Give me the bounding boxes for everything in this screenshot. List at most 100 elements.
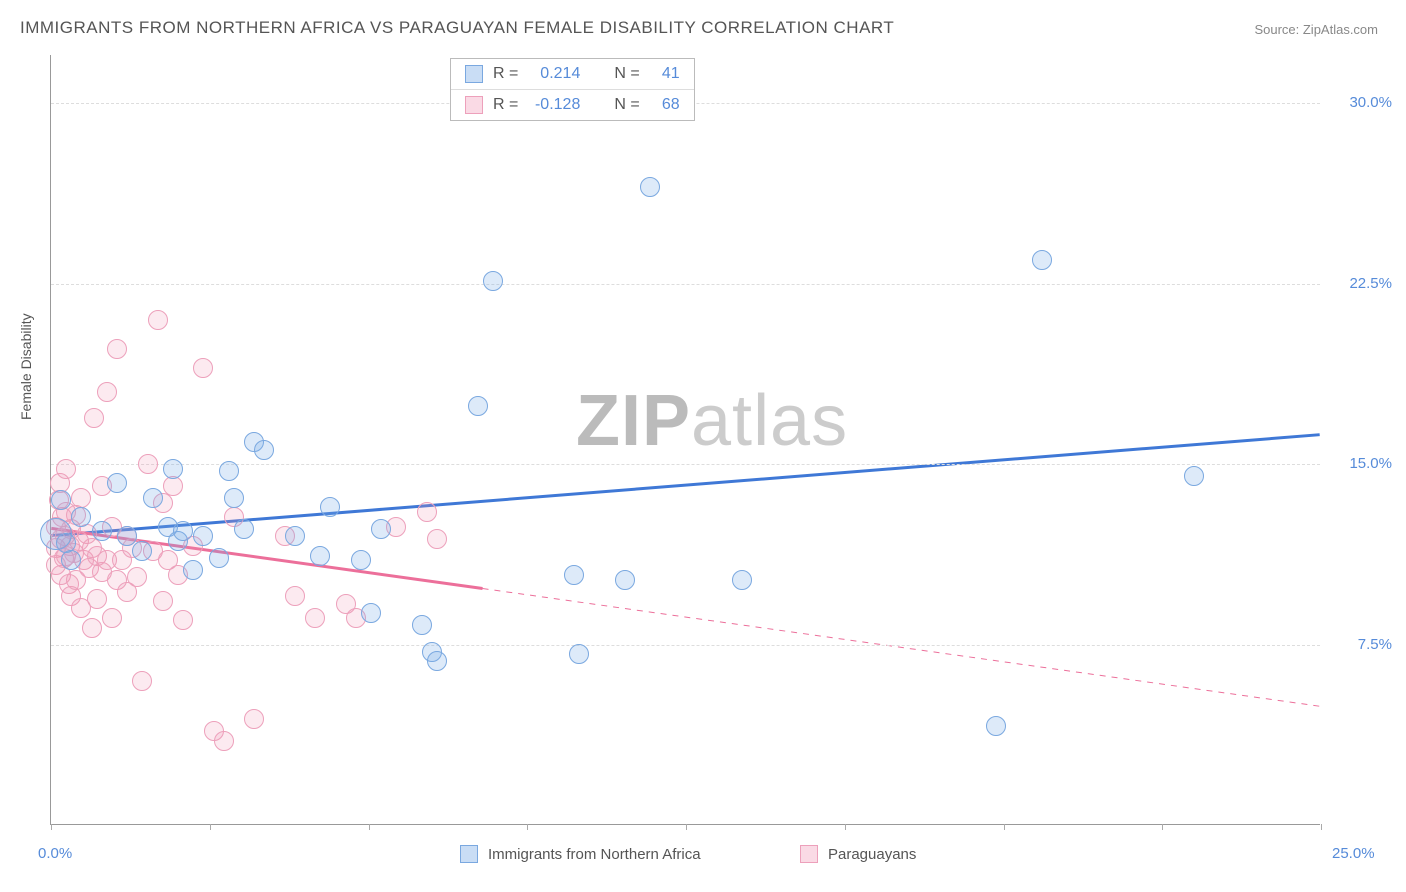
scatter-point-blue (310, 546, 330, 566)
source-name: ZipAtlas.com (1303, 22, 1378, 37)
scatter-point-blue (163, 459, 183, 479)
y-tick-label: 7.5% (1332, 636, 1392, 653)
trend-lines-svg (51, 55, 1320, 824)
x-tick-mark (369, 824, 370, 830)
scatter-point-pink (71, 488, 91, 508)
watermark: ZIPatlas (576, 380, 848, 462)
scatter-point-blue (224, 488, 244, 508)
scatter-point-blue (564, 565, 584, 585)
r-value-blue: 0.214 (528, 62, 580, 86)
x-tick-mark (527, 824, 528, 830)
r-label: R = (493, 62, 518, 86)
stats-row-blue: R = 0.214 N = 41 (451, 59, 694, 89)
x-tick-mark (1321, 824, 1322, 830)
scatter-point-pink (148, 310, 168, 330)
scatter-point-pink (97, 382, 117, 402)
scatter-point-pink (82, 618, 102, 638)
x-tick-right: 25.0% (1332, 845, 1375, 862)
scatter-point-blue (254, 440, 274, 460)
chart-title: IMMIGRANTS FROM NORTHERN AFRICA VS PARAG… (20, 18, 894, 38)
scatter-point-blue (51, 490, 71, 510)
scatter-point-blue (183, 560, 203, 580)
x-tick-mark (686, 824, 687, 830)
x-tick-left: 0.0% (38, 845, 72, 862)
chart-source: Source: ZipAtlas.com (1254, 22, 1378, 37)
scatter-point-blue (468, 396, 488, 416)
scatter-point-pink (427, 529, 447, 549)
scatter-point-blue (320, 497, 340, 517)
scatter-point-pink (244, 709, 264, 729)
scatter-point-blue (1184, 466, 1204, 486)
scatter-point-blue (371, 519, 391, 539)
y-tick-label: 30.0% (1332, 94, 1392, 111)
correlation-stats-box: R = 0.214 N = 41 R = -0.128 N = 68 (450, 58, 695, 121)
scatter-point-blue (483, 271, 503, 291)
scatter-point-blue (986, 716, 1006, 736)
watermark-bold: ZIP (576, 381, 691, 461)
trend-line (483, 588, 1320, 706)
n-value-pink: 68 (650, 93, 680, 117)
scatter-point-blue (1032, 250, 1052, 270)
hgrid-line (51, 645, 1320, 646)
scatter-point-blue (361, 603, 381, 623)
scatter-point-blue (615, 570, 635, 590)
scatter-point-pink (305, 608, 325, 628)
y-axis-label: Female Disability (18, 313, 34, 420)
scatter-point-pink (102, 608, 122, 628)
x-tick-mark (210, 824, 211, 830)
scatter-point-blue (92, 521, 112, 541)
scatter-point-pink (214, 731, 234, 751)
x-tick-mark (1162, 824, 1163, 830)
watermark-rest: atlas (691, 381, 848, 461)
legend-label-blue: Immigrants from Northern Africa (488, 846, 701, 863)
scatter-point-blue (209, 548, 229, 568)
scatter-point-blue (219, 461, 239, 481)
y-tick-label: 15.0% (1332, 455, 1392, 472)
swatch-pink-icon (800, 845, 818, 863)
scatter-point-blue (285, 526, 305, 546)
scatter-point-blue (412, 615, 432, 635)
x-tick-mark (845, 824, 846, 830)
scatter-point-pink (127, 567, 147, 587)
n-value-blue: 41 (650, 62, 680, 86)
hgrid-line (51, 464, 1320, 465)
legend-item-blue: Immigrants from Northern Africa (460, 845, 701, 863)
swatch-blue-icon (465, 65, 483, 83)
scatter-point-pink (84, 408, 104, 428)
scatter-point-blue (351, 550, 371, 570)
scatter-point-pink (417, 502, 437, 522)
legend-item-pink: Paraguayans (800, 845, 916, 863)
scatter-point-blue (132, 541, 152, 561)
swatch-blue-icon (460, 845, 478, 863)
scatter-point-blue (732, 570, 752, 590)
scatter-point-pink (107, 339, 127, 359)
scatter-point-blue (71, 507, 91, 527)
scatter-point-pink (285, 586, 305, 606)
scatter-point-pink (173, 610, 193, 630)
plot-area: ZIPatlas (50, 55, 1320, 825)
scatter-point-pink (132, 671, 152, 691)
scatter-point-blue (234, 519, 254, 539)
scatter-point-pink (87, 589, 107, 609)
scatter-point-blue (427, 651, 447, 671)
scatter-point-blue (61, 550, 81, 570)
scatter-point-blue (143, 488, 163, 508)
scatter-point-blue (640, 177, 660, 197)
scatter-point-blue (569, 644, 589, 664)
scatter-point-pink (193, 358, 213, 378)
hgrid-line (51, 284, 1320, 285)
n-label: N = (614, 93, 639, 117)
scatter-point-pink (56, 459, 76, 479)
swatch-pink-icon (465, 96, 483, 114)
y-tick-label: 22.5% (1332, 275, 1392, 292)
scatter-point-blue (107, 473, 127, 493)
stats-row-pink: R = -0.128 N = 68 (451, 89, 694, 120)
source-prefix: Source: (1254, 22, 1302, 37)
x-tick-mark (51, 824, 52, 830)
r-value-pink: -0.128 (528, 93, 580, 117)
legend-label-pink: Paraguayans (828, 846, 916, 863)
r-label: R = (493, 93, 518, 117)
scatter-point-blue (193, 526, 213, 546)
n-label: N = (614, 62, 639, 86)
scatter-point-pink (138, 454, 158, 474)
